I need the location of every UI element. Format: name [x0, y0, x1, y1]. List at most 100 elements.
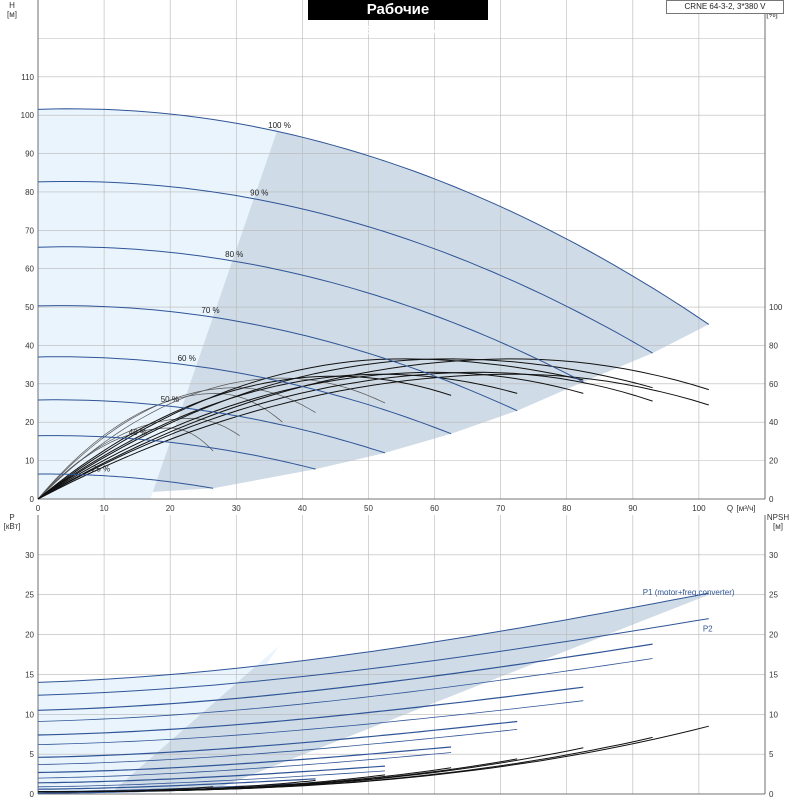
h-tick-label: 40	[25, 341, 34, 350]
efficiency-curve-11	[37, 358, 653, 500]
h-tick-label: 90	[25, 150, 34, 159]
h-tick-label: 20	[25, 418, 34, 427]
head-curve-label: 90 %	[250, 189, 268, 198]
power-curve-3	[37, 700, 584, 745]
power-curve-8	[37, 765, 386, 784]
q-tick-label: 70	[496, 504, 505, 513]
npsh-axis-label: NPSH	[767, 513, 789, 522]
npsh-axis-unit: [м]	[773, 522, 783, 531]
npsh-tick-label: 0	[769, 790, 774, 799]
npsh-tick-label: 30	[769, 551, 778, 560]
npsh-tick-label: 10	[769, 710, 778, 719]
efficiency-curve-8	[37, 371, 653, 500]
power-curve-1	[37, 658, 653, 722]
power-curve-5	[37, 729, 518, 765]
eta-tick-label: 60	[769, 380, 778, 389]
head-curve-label: 25 %	[92, 465, 110, 474]
p-tick-label: 10	[25, 710, 34, 719]
efficiency-curve-12	[37, 358, 584, 500]
efficiency-curve-3	[37, 387, 316, 500]
p-tick-label: 15	[25, 670, 34, 679]
efficiency-curve-10	[37, 358, 709, 500]
head-curve-4	[37, 356, 452, 435]
q-axis-unit: [м³/ч]	[737, 504, 756, 513]
npsh-tick-label: 15	[769, 670, 778, 679]
head-curve-6	[37, 435, 316, 470]
power-series-1	[37, 618, 709, 696]
power-curve-7	[37, 752, 452, 779]
p-tick-label: 5	[30, 750, 35, 759]
h-tick-label: 110	[21, 73, 34, 82]
npsh-tick-label: 20	[769, 631, 778, 640]
eta-tick-label: 80	[769, 341, 778, 350]
npsh-tick-label: 25	[769, 591, 778, 600]
q-tick-label: 50	[364, 504, 373, 513]
h-tick-label: 100	[21, 111, 35, 120]
model-label: CRNE 64-3-2, 3*380 V	[666, 0, 784, 14]
q-tick-label: 80	[562, 504, 571, 513]
efficiency-curve-4	[37, 377, 386, 500]
head-curve-3	[37, 305, 518, 412]
power-curve-0	[37, 643, 653, 711]
h-tick-label: 30	[25, 380, 34, 389]
head-curve-label: 50 %	[161, 395, 179, 404]
head-curve-label: 40 %	[129, 428, 147, 437]
q-tick-label: 0	[36, 504, 41, 513]
p-tick-label: 0	[30, 790, 35, 799]
eta-axis-unit: [%]	[766, 10, 778, 19]
h-tick-label: 80	[25, 188, 34, 197]
head-curve-5	[37, 399, 386, 454]
h-axis-unit: [м]	[7, 10, 17, 19]
h-tick-label: 50	[25, 303, 34, 312]
npsh-tick-label: 5	[769, 750, 774, 759]
p2-series-label: P2	[703, 625, 713, 634]
efficiency-curve-1	[37, 418, 240, 500]
p-axis-unit: [кВт]	[4, 522, 21, 531]
h-axis-label: H	[9, 1, 15, 10]
eta-tick-label: 20	[769, 457, 778, 466]
h-tick-label: 60	[25, 265, 34, 274]
q-tick-label: 100	[692, 504, 706, 513]
q-tick-label: 60	[430, 504, 439, 513]
chart-title: Рабочие характеристики	[308, 0, 488, 38]
head-curve-label: 80 %	[225, 250, 243, 259]
q-tick-label: 20	[166, 504, 175, 513]
power-curve-2	[37, 686, 584, 736]
efficiency-curve-9	[37, 373, 709, 500]
efficiency-curve-5	[37, 375, 452, 500]
eta-tick-label: 100	[769, 303, 783, 312]
q-tick-label: 10	[100, 504, 109, 513]
p-tick-label: 25	[25, 591, 34, 600]
head-curve-7	[37, 473, 214, 489]
p-axis-label: P	[9, 513, 14, 522]
h-tick-label: 0	[30, 495, 35, 504]
head-curve-0	[37, 108, 710, 325]
low-flow-region	[38, 108, 280, 500]
power-series-0	[37, 592, 709, 683]
q-tick-label: 40	[298, 504, 307, 513]
power-low-flow-region	[38, 645, 280, 794]
power-envelope	[38, 593, 709, 794]
p1-series-label: P1 (motor+freq.converter)	[643, 588, 735, 597]
head-curve-2	[37, 246, 584, 383]
eta-tick-label: 40	[769, 418, 778, 427]
head-curve-label: 70 %	[201, 306, 219, 315]
q-tick-label: 90	[628, 504, 637, 513]
power-curve-10	[37, 778, 316, 790]
h-tick-label: 10	[25, 457, 34, 466]
npsh-curve-7	[38, 786, 214, 793]
power-curve-6	[37, 746, 452, 774]
head-curve-1	[37, 181, 653, 354]
q-axis-label: Q	[727, 504, 733, 513]
h-tick-label: 70	[25, 226, 34, 235]
head-curve-label: 60 %	[178, 354, 196, 363]
power-curve-9	[37, 770, 386, 788]
power-curve-4	[37, 720, 518, 758]
eta-tick-label: 0	[769, 495, 774, 504]
head-curve-label: 100 %	[268, 121, 291, 130]
q-tick-label: 30	[232, 504, 241, 513]
p-tick-label: 20	[25, 631, 34, 640]
p-tick-label: 30	[25, 551, 34, 560]
